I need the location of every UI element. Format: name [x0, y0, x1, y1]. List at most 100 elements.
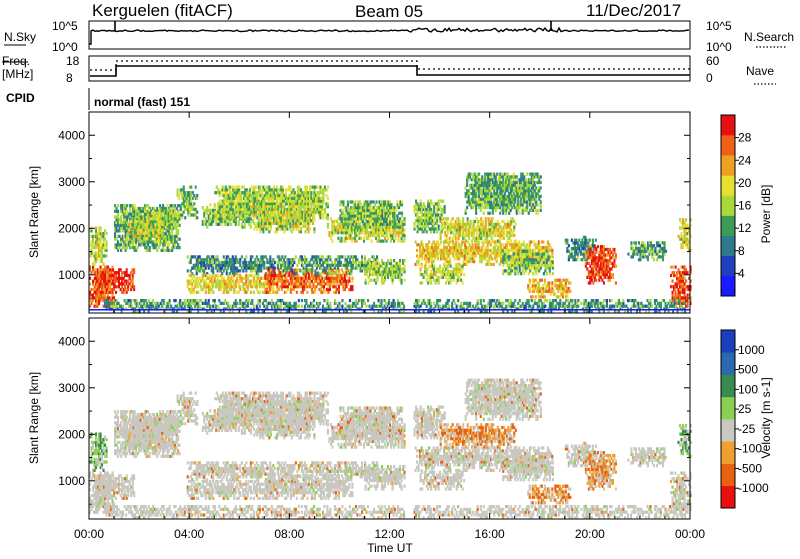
power-cell	[368, 237, 370, 240]
power-cell	[269, 258, 271, 261]
power-cell	[281, 255, 283, 258]
power-cell	[538, 240, 540, 243]
power-cell	[132, 274, 134, 277]
power-cell	[280, 267, 282, 270]
power-cell	[404, 240, 406, 243]
power-cell	[448, 243, 450, 246]
power-cell	[259, 188, 261, 191]
power-cell	[217, 277, 219, 280]
power-cell	[417, 211, 419, 214]
power-cell	[322, 255, 324, 258]
power-cell	[117, 204, 119, 207]
power-cell	[311, 264, 313, 267]
power-cell	[127, 288, 129, 291]
power-cell	[193, 202, 195, 205]
power-cell	[398, 223, 400, 226]
power-cell	[259, 211, 261, 214]
power-cell	[349, 234, 351, 237]
power-cell	[426, 273, 428, 276]
power-cell	[302, 267, 304, 270]
power-cell	[120, 215, 122, 218]
power-cell	[323, 285, 325, 288]
power-cell	[97, 257, 99, 260]
power-cell	[365, 265, 367, 268]
power-cell	[285, 194, 287, 197]
power-cell	[127, 280, 129, 283]
power-cell	[359, 223, 361, 226]
power-cell	[292, 219, 294, 222]
power-cell	[386, 240, 388, 243]
power-cell	[236, 258, 238, 261]
power-cell	[171, 226, 173, 229]
power-cell	[250, 291, 252, 294]
power-cell	[214, 277, 216, 280]
power-cell	[102, 271, 104, 274]
power-cell	[269, 255, 271, 258]
power-cell	[390, 262, 392, 265]
power-cell	[177, 216, 179, 219]
power-cell	[327, 291, 329, 294]
power-cell	[432, 216, 434, 219]
power-cell	[221, 267, 223, 270]
power-cell	[193, 194, 195, 197]
power-cell	[203, 214, 205, 217]
power-cell	[217, 274, 219, 277]
power-cell	[394, 226, 396, 229]
power-cell	[132, 280, 134, 283]
power-cell	[342, 209, 344, 212]
power-cell	[365, 279, 367, 282]
power-cell	[273, 280, 275, 283]
power-cell	[345, 240, 347, 243]
power-cell	[494, 240, 496, 243]
power-cell	[342, 271, 344, 274]
power-cell	[266, 258, 268, 261]
power-cell	[114, 282, 116, 285]
power-cell	[122, 238, 124, 241]
power-cell	[345, 274, 347, 277]
power-cell	[235, 285, 237, 288]
power-cell	[211, 261, 213, 264]
power-cell	[317, 255, 319, 258]
power-cell	[272, 291, 274, 294]
power-cell	[529, 243, 531, 246]
power-cell	[203, 261, 205, 264]
power-cell	[118, 271, 120, 274]
power-cell	[256, 280, 258, 283]
power-cell	[294, 191, 296, 194]
power-cell	[98, 302, 100, 305]
power-cell	[92, 280, 94, 283]
power-cell	[270, 219, 272, 222]
power-cell	[94, 291, 96, 294]
power-cell	[257, 258, 259, 261]
power-cell	[282, 208, 284, 211]
power-cell	[298, 225, 300, 228]
power-cell	[496, 257, 498, 260]
power-cell	[421, 222, 423, 225]
power-cell	[292, 188, 294, 191]
power-cell	[338, 288, 340, 291]
power-cell	[321, 211, 323, 214]
cpid-label: CPID	[6, 91, 35, 105]
power-cell	[387, 276, 389, 279]
power-cell	[212, 269, 214, 272]
power-cell	[227, 255, 229, 258]
power-cell	[335, 291, 337, 294]
power-cell	[290, 267, 292, 270]
power-cell	[273, 268, 275, 271]
power-cell	[394, 212, 396, 215]
power-cell	[344, 277, 346, 280]
power-cell	[305, 261, 307, 264]
power-cell	[214, 213, 216, 216]
power-cell	[116, 238, 118, 241]
power-cell	[191, 285, 193, 288]
power-cell	[129, 207, 131, 210]
power-cell	[103, 288, 105, 291]
power-cell	[253, 277, 255, 280]
power-cell	[393, 240, 395, 243]
power-cell	[377, 226, 379, 229]
power-cell	[389, 217, 391, 220]
power-cell	[177, 191, 179, 194]
power-cell	[118, 285, 120, 288]
power-cell	[363, 237, 365, 240]
power-cell	[133, 268, 135, 271]
